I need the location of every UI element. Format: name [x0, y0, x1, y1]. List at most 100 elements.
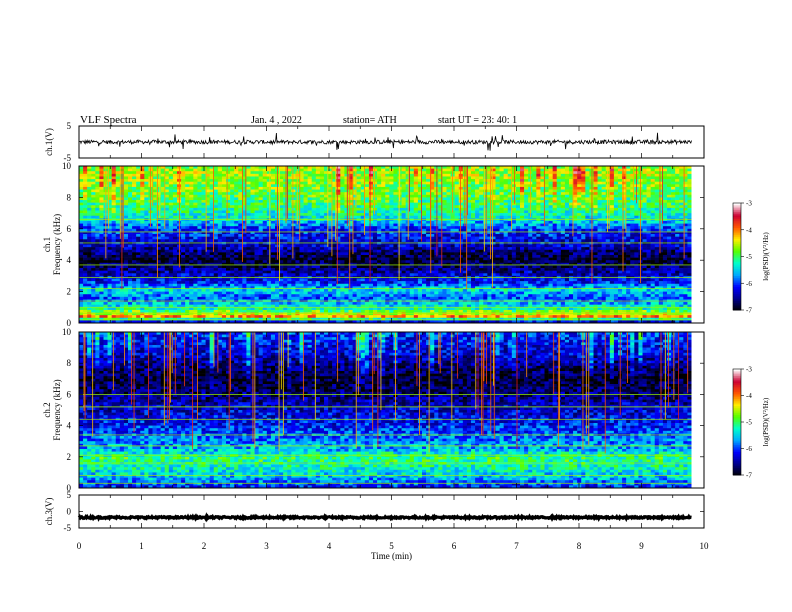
spec-cell	[95, 176, 100, 180]
spec-cell	[213, 228, 219, 232]
spec-cell	[230, 189, 235, 193]
spec-cell	[148, 291, 153, 295]
spec-cell	[254, 262, 259, 266]
spec-cell	[311, 194, 317, 198]
spec-cell	[356, 315, 362, 319]
spec-cell	[299, 265, 304, 269]
spec-cell	[217, 205, 223, 209]
spec-cell	[156, 176, 161, 180]
spec-cell	[287, 262, 292, 266]
spec-cell	[254, 210, 259, 214]
spec-cell	[140, 194, 145, 198]
spec-cell	[201, 205, 206, 209]
spec-cell	[381, 268, 386, 271]
spec-cell	[295, 236, 300, 240]
spec-cell	[123, 260, 129, 264]
spec-cell	[238, 296, 243, 300]
spec-cell	[193, 257, 198, 261]
spec-cell	[140, 186, 145, 190]
spec-cell	[319, 254, 325, 258]
spec-cell	[181, 173, 186, 177]
spec-cell	[356, 268, 362, 271]
spec-cell	[279, 228, 284, 232]
spec-cell	[123, 179, 129, 182]
spec-cell	[234, 176, 239, 180]
spec-cell	[360, 265, 366, 269]
spec-cell	[172, 307, 178, 311]
spec-cell	[283, 296, 288, 300]
spec-cell	[197, 252, 202, 256]
spec-cell	[164, 309, 170, 313]
spec-cell	[324, 220, 329, 224]
spec-cell	[234, 309, 239, 313]
spec-cell	[168, 320, 174, 324]
spec-cell	[307, 247, 313, 251]
spec-cell	[79, 244, 84, 248]
spec-cell	[262, 317, 268, 321]
spec-cell	[221, 192, 227, 196]
spec-cell	[283, 168, 288, 172]
spec-cell	[115, 262, 121, 266]
spec-cell	[287, 181, 292, 185]
spec-cell	[328, 173, 333, 177]
spec-cell	[360, 197, 366, 201]
spec-cell	[185, 176, 190, 180]
spec-cell	[299, 307, 304, 311]
spec-cell	[115, 278, 121, 282]
spec-cell	[221, 181, 227, 185]
spec-cell	[250, 257, 255, 261]
spec-cell	[144, 304, 149, 308]
spec-cell	[393, 197, 398, 201]
spec-cell	[221, 307, 227, 311]
spec-cell	[307, 265, 313, 269]
spec-cell	[234, 294, 239, 298]
spec-cell	[87, 283, 92, 287]
spec-cell	[132, 192, 137, 196]
spec-cell	[348, 171, 353, 175]
spec-cell	[95, 179, 100, 182]
spec-cell	[128, 179, 133, 182]
spec-cell	[270, 189, 276, 193]
spec-cell	[377, 286, 382, 290]
spec-cell	[279, 181, 284, 185]
spec-cell	[270, 192, 276, 196]
spec-cell	[201, 315, 206, 319]
spec-cell	[368, 315, 374, 319]
spec-cell	[283, 186, 288, 190]
spec-cell	[201, 283, 206, 287]
spec-cell	[91, 171, 96, 175]
spec-cell	[328, 254, 333, 258]
spec-cell	[189, 226, 194, 230]
spec-cell	[377, 179, 382, 182]
spec-cell	[217, 268, 223, 271]
spec-cell	[311, 223, 317, 227]
spec-cell	[209, 197, 215, 201]
spec-cell	[299, 179, 304, 182]
spec-cell	[360, 317, 366, 321]
spec-cell	[209, 281, 215, 285]
spec-cell	[119, 304, 125, 308]
spec-cell	[385, 173, 390, 177]
spec-cell	[307, 296, 313, 300]
spec-cell	[385, 234, 390, 237]
spec-cell	[324, 184, 329, 188]
spec-cell	[287, 252, 292, 256]
spec-cell	[258, 176, 264, 180]
spec-cell	[217, 278, 223, 282]
spec-cell	[356, 207, 362, 211]
spec-cell	[389, 247, 394, 251]
spec-cell	[254, 265, 259, 269]
spec-cell	[164, 281, 170, 285]
spec-cell	[140, 283, 145, 287]
spec-cell	[197, 270, 202, 274]
spec-cell	[152, 268, 157, 271]
spec-cell	[99, 226, 104, 230]
spec-cell	[356, 247, 362, 251]
spec-cell	[160, 236, 166, 240]
spec-cell	[201, 197, 206, 201]
spec-cell	[291, 173, 296, 177]
spec-cell	[258, 234, 264, 237]
spec-cell	[373, 202, 378, 206]
spec-cell	[332, 304, 337, 308]
spec-cell	[230, 278, 235, 282]
